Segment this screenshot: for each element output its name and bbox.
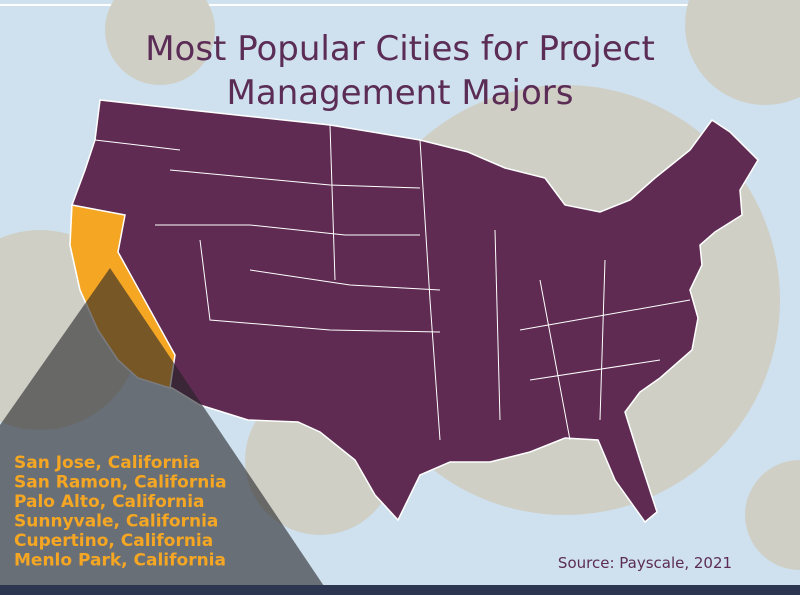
bottom-bar xyxy=(0,585,800,595)
title-line: Most Popular Cities for Project xyxy=(145,29,655,69)
city: San Jose, California xyxy=(14,453,200,473)
city: Menlo Park, California xyxy=(14,551,226,571)
circle xyxy=(745,460,800,570)
circle xyxy=(685,0,800,105)
source: Source: Payscale, 2021 xyxy=(558,554,732,572)
city: San Ramon, California xyxy=(14,473,227,493)
state-lines xyxy=(94,124,691,441)
circle xyxy=(105,0,215,85)
city: Palo Alto, California xyxy=(14,492,205,512)
title-line: Management Majors xyxy=(227,73,574,113)
city: Cupertino, California xyxy=(14,531,213,551)
city: Sunnyvale, California xyxy=(14,512,218,532)
callout-triangle xyxy=(0,268,330,595)
